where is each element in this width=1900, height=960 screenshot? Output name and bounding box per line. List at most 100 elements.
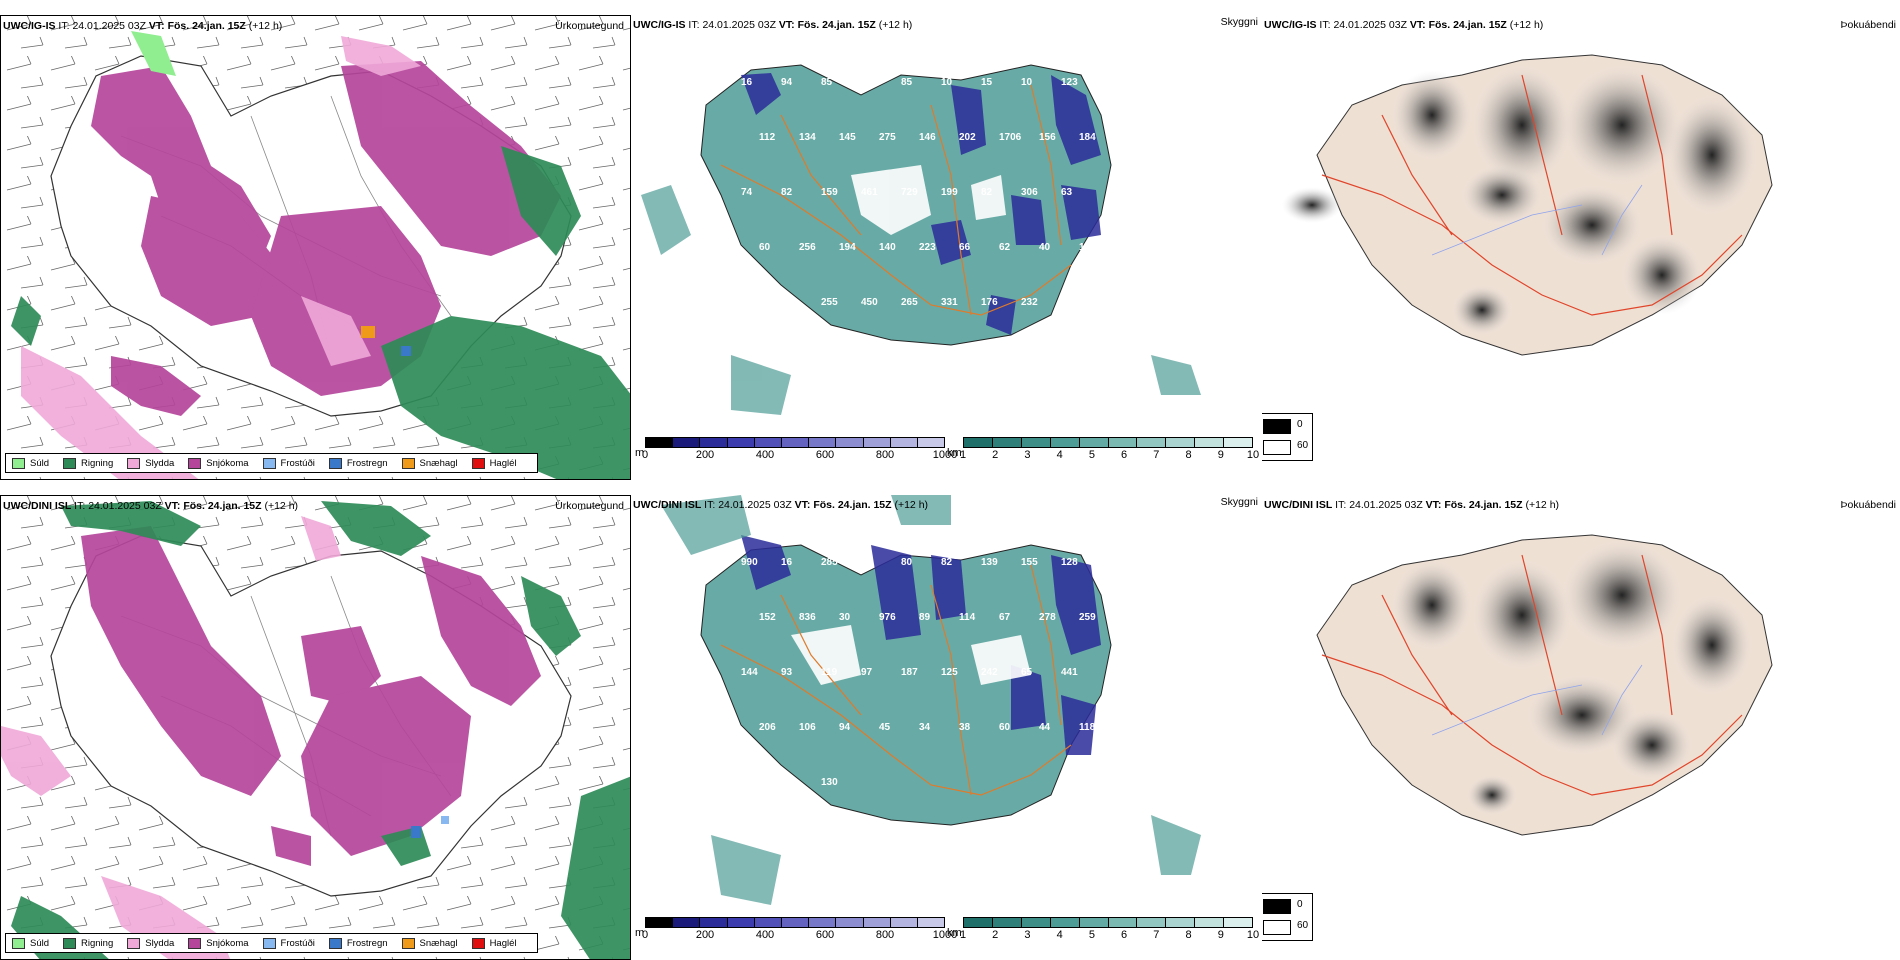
cloud-base-value: 145 — [839, 132, 856, 143]
cloud-base-value: 202 — [959, 132, 976, 143]
cloud-base-value: 139 — [981, 557, 998, 568]
colorbar-tick-label: 5 — [1088, 929, 1095, 941]
cloud-base-value: 97 — [861, 667, 873, 678]
panel-title: Þokuábendi — [1840, 499, 1896, 511]
colorbar-cells — [963, 437, 1253, 448]
clear-patches — [851, 165, 1006, 235]
colorbar-unit: km — [947, 927, 962, 939]
cloud-base-value: 94 — [839, 722, 851, 733]
colorbar-tick-label: 7 — [1153, 449, 1160, 461]
cloud-base-value: 89 — [919, 612, 931, 623]
cloud-base-value: 144 — [741, 667, 758, 678]
freezing-areas — [361, 326, 411, 356]
cloud-base-value: 94 — [781, 77, 793, 88]
colorbar-cell — [1166, 918, 1196, 927]
cloud-base-value: 67 — [999, 612, 1011, 623]
cloud-base-value: 441 — [1061, 667, 1078, 678]
drizzle-areas — [131, 31, 176, 76]
colorbar-tick-label: 2 — [992, 929, 999, 941]
legend-swatch — [471, 937, 485, 949]
colorbar-tick-label: 600 — [815, 449, 835, 461]
panel-title: Þokuábendi — [1840, 19, 1896, 31]
colorbar-tick-label: 9 — [1217, 929, 1224, 941]
precip-legend-item: Haglél — [471, 937, 517, 949]
legend-label: Rigning — [81, 937, 114, 949]
colorbar-tick-label: 9 — [1217, 449, 1224, 461]
cloud-base-value: 140 — [879, 242, 896, 253]
cloud-base-value: 10 — [1021, 77, 1033, 88]
colorbar-tick-label: 2 — [992, 449, 999, 461]
colorbar-cell — [917, 438, 945, 447]
precip-type-map-top: UWC/IG-IS IT: 24.01.2025 03Z VT: Fös. 24… — [0, 15, 631, 480]
cloud-base-value: 194 — [839, 242, 856, 253]
precip-legend-item: Súld — [12, 937, 49, 949]
cloud-base-value: 199 — [941, 187, 958, 198]
colorbar-cell — [809, 918, 837, 927]
colorbar-tick-label: 400 — [755, 929, 775, 941]
precip-legend-item: Haglél — [471, 457, 517, 469]
cloud-base-value: 15 — [981, 77, 993, 88]
cloud-base-value: 40 — [1039, 242, 1051, 253]
colorbar-tick-label: 800 — [875, 449, 895, 461]
cloud-base-value: 242 — [981, 667, 998, 678]
colorbar-tick-label: 10 — [1246, 929, 1260, 941]
cloud-base-value: 45 — [879, 722, 891, 733]
precip-legend-item: Snæhagl — [401, 457, 458, 469]
cloud-base-value: 265 — [901, 297, 918, 308]
colorbar-cell — [917, 918, 945, 927]
precip-legend-item: Frostúði — [262, 937, 315, 949]
visibility-map-top: 16 94 85 32 85 10 15 10 123 112 134 145 275 146 202 170… — [631, 15, 1262, 480]
colorbar-tick-label: 4 — [1056, 449, 1063, 461]
legend-label: Súld — [30, 457, 50, 469]
colorbar-cell — [964, 438, 993, 447]
colorbar-tick-label: 5 — [1088, 449, 1095, 461]
river-network — [1431, 664, 1643, 736]
cloud-base-value: 461 — [861, 187, 878, 198]
precip-legend-item: Slydda — [127, 937, 175, 949]
colorbar-cell — [781, 438, 810, 447]
cloud-base-value: 65 — [1021, 667, 1033, 678]
cloud-base-value: 184 — [1079, 132, 1096, 143]
cloud-base-colorbar: 0 200 400 600 800 1000 m — [635, 917, 957, 941]
colorbar-tick-label: 1000 — [932, 929, 958, 941]
precip-legend-item: Snjókoma — [188, 937, 249, 949]
colorbar-cells — [963, 917, 1253, 928]
colorbar-cell — [781, 918, 810, 927]
cloud-base-value: 255 — [821, 297, 838, 308]
colorbar-cell — [1079, 438, 1109, 447]
colorbar-cell — [809, 438, 837, 447]
legend-label: Slydda — [145, 937, 175, 949]
legend-swatch — [63, 937, 77, 949]
colorbar-cell — [863, 918, 891, 927]
colorbar-tick-label: 1000 — [932, 449, 958, 461]
colorbar-cell — [890, 918, 918, 927]
rain-areas — [11, 146, 630, 479]
colorbar-cell — [1224, 438, 1253, 447]
fog-shading — [1282, 65, 1757, 335]
legend-swatch — [63, 457, 77, 469]
colorbar-unit: m — [635, 927, 645, 939]
cloud-base-value: 1706 — [999, 132, 1022, 143]
legend-label: Snæhagl — [419, 457, 458, 469]
panel-header: UWC/IG-IS IT: 24.01.2025 03Z VT: Fös. 24… — [1264, 19, 1544, 31]
cloud-base-labels: 990 16 285 37 80 82 139 155 128 152 836 30 976 89 114 6… — [741, 557, 1096, 788]
freezing-areas — [411, 816, 449, 838]
snow-areas — [91, 61, 561, 416]
cloud-base-value: 66 — [959, 242, 971, 253]
colorbar-tick-label: 6 — [1121, 929, 1128, 941]
legend-label: Snæhagl — [419, 937, 458, 949]
colorbar-tick-label: 3 — [1024, 929, 1031, 941]
colorbar-tick-label: 200 — [695, 449, 715, 461]
colorbar-cell — [646, 438, 674, 447]
road-network — [720, 564, 1072, 796]
road-network — [1321, 554, 1743, 796]
colorbar-ticks: 1 2 3 4 5 6 7 8 9 10 — [960, 448, 1259, 461]
cloud-base-value: 37 — [861, 557, 873, 568]
colorbar-tick-label: 8 — [1185, 929, 1192, 941]
precip-legend: Súld Rigning Slydda Snjókoma Frostúði Frostre… — [5, 453, 538, 473]
colorbar-cell — [700, 918, 728, 927]
panel-header: UWC/DINI ISL IT: 24.01.2025 03Z VT: Fös.… — [3, 500, 299, 512]
panel-header: UWC/IG-IS IT: 24.01.2025 03Z VT: Fös. 24… — [633, 19, 913, 31]
colorbar-cell — [836, 438, 864, 447]
fog-map-svg — [1262, 15, 1900, 480]
